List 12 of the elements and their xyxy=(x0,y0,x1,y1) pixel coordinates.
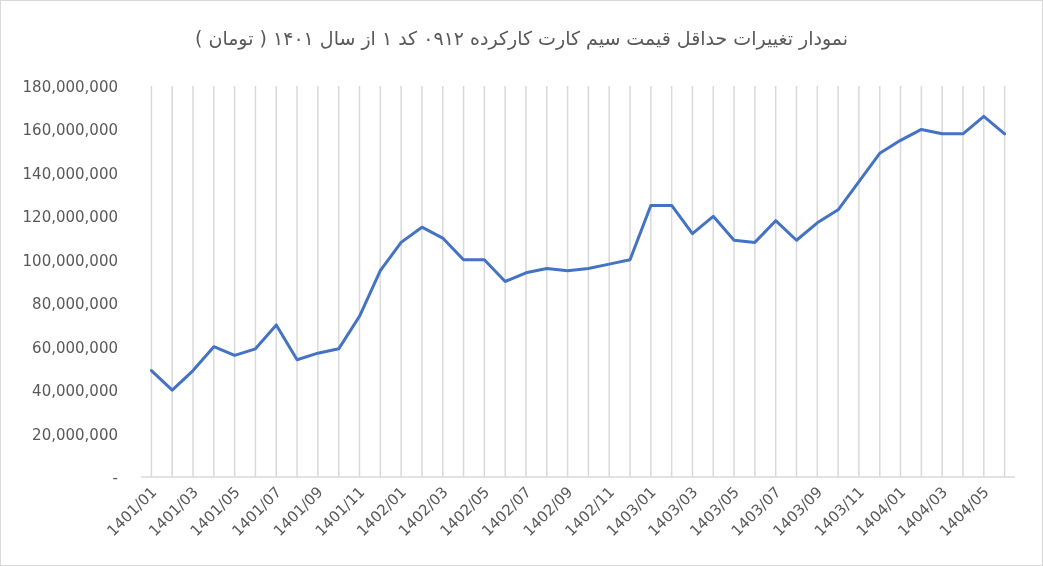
y-tick-label: 180,000,000 xyxy=(22,78,118,96)
chart-title: نمودار تغییرات حداقل قیمت سیم کارت کارکرده ۰۹۱۲ کد ۱ از سال ۱۴۰۱ ( تومان ) xyxy=(195,27,848,50)
y-tick-label: 60,000,000 xyxy=(32,338,118,357)
y-tick-label: - xyxy=(112,469,118,487)
y-tick-label: 40,000,000 xyxy=(32,382,118,401)
y-tick-label: 120,000,000 xyxy=(22,208,118,227)
y-tick-label: 160,000,000 xyxy=(22,121,118,140)
y-tick-label: 20,000,000 xyxy=(32,425,118,444)
y-tick-label: 140,000,000 xyxy=(22,164,118,183)
y-tick-label: 80,000,000 xyxy=(32,295,118,314)
y-tick-label: 100,000,000 xyxy=(22,251,118,270)
line-series xyxy=(149,114,1007,392)
